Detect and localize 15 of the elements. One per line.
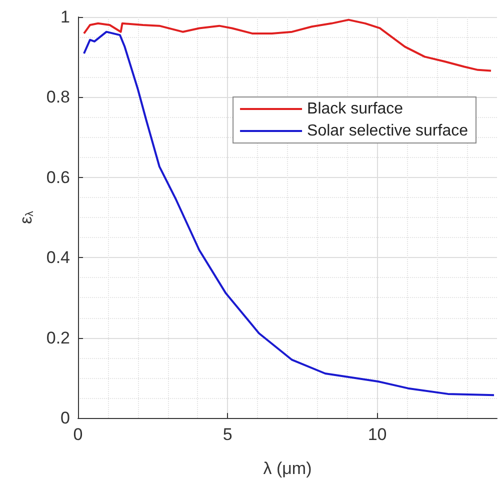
- line-series: [82, 30, 496, 396]
- y-tick-label: 0.8: [46, 88, 70, 107]
- y-tick-label: 1: [60, 8, 70, 26]
- y-tick-label: 0.6: [46, 168, 70, 187]
- x-tick-label: 0: [73, 425, 83, 444]
- x-axis-title: λ (μm): [263, 459, 312, 478]
- y-tick-label: 0.4: [46, 248, 70, 268]
- x-tick-label: 5: [222, 425, 232, 444]
- y-tick-label: 0: [60, 408, 70, 428]
- legend-label: Solar selective surface: [307, 122, 468, 140]
- line-series: [82, 18, 492, 72]
- y-axis-title: ελ: [16, 210, 36, 224]
- y-tick-label: 0.2: [46, 328, 70, 348]
- x-tick-label: 10: [368, 425, 387, 444]
- legend-label: Black surface: [307, 100, 404, 118]
